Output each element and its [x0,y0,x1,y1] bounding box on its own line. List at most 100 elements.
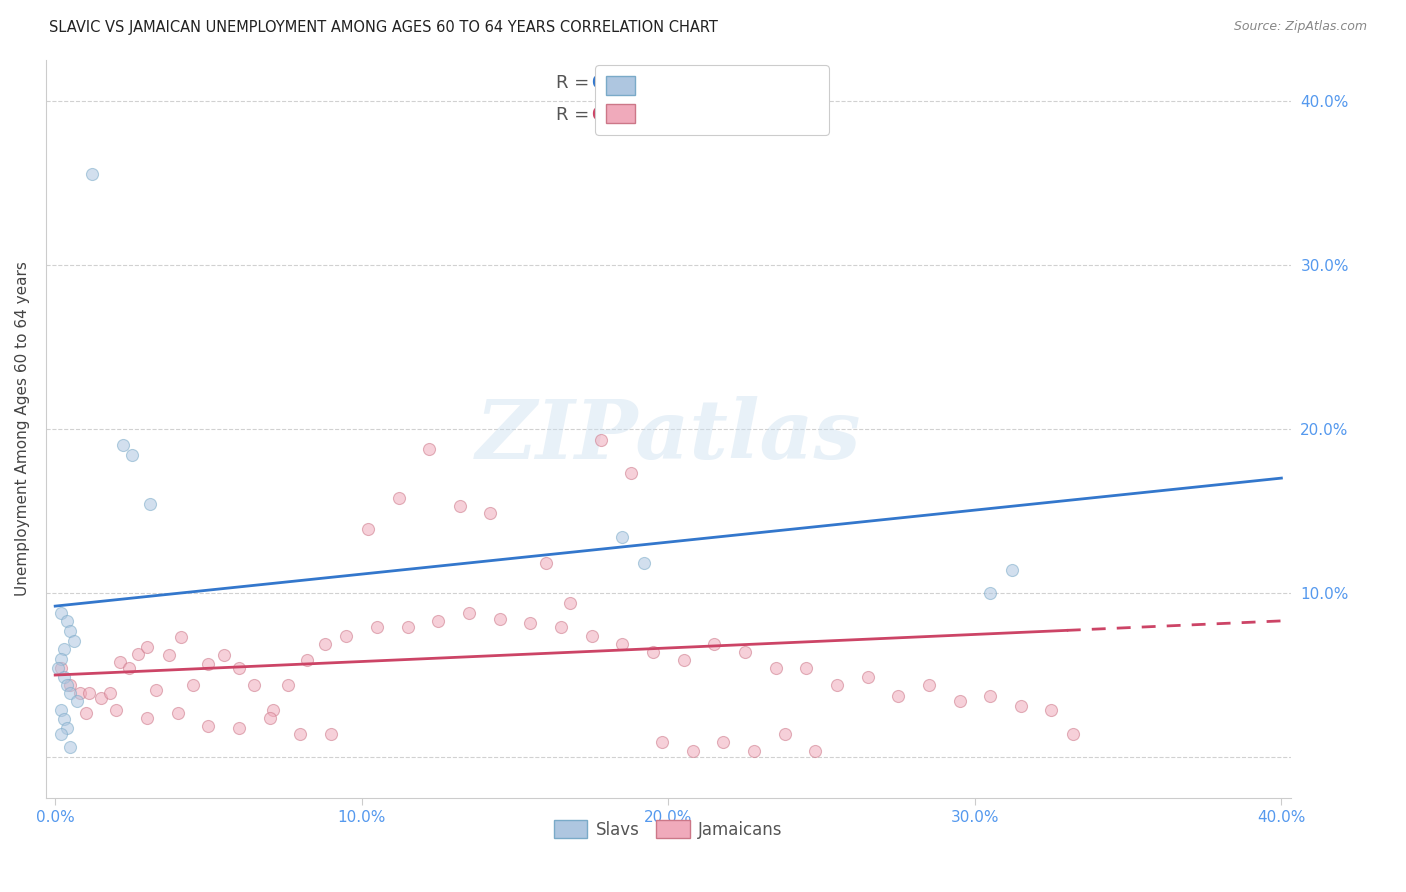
Point [59,624,82,638]
Point [145,682,167,697]
Point [108,655,131,669]
Point [197,719,219,733]
Point [1010,699,1032,714]
Text: 0.162: 0.162 [591,106,648,124]
Point [121,448,143,462]
Y-axis label: Unemployment Among Ages 60 to 64 years: Unemployment Among Ages 60 to 64 years [15,261,30,597]
Point [111,438,134,452]
Point [458,606,481,620]
Point [127,647,149,661]
Point [62,633,84,648]
Point [479,506,502,520]
Text: N =: N = [644,106,696,124]
Point [51,727,73,741]
Point [620,466,643,480]
Point [672,653,695,667]
Point [560,596,582,610]
Text: 71: 71 [688,106,713,124]
Point [979,690,1001,704]
Point [682,743,704,757]
Point [59,740,82,755]
Point [418,442,440,456]
Point [488,612,510,626]
Point [136,640,159,655]
Point [641,645,664,659]
Point [77,686,100,700]
Point [765,661,787,675]
Point [166,706,188,720]
Point [90,691,112,706]
Point [589,434,612,448]
Point [46,661,69,675]
Point [918,678,941,692]
Point [56,614,79,628]
Point [66,694,89,708]
Point [262,702,284,716]
Point [449,499,471,513]
Point [51,702,73,716]
Point [742,743,765,757]
Point [794,661,817,675]
Point [59,678,82,692]
Point [366,620,388,634]
Point [51,606,73,620]
Point [51,661,73,675]
Point [651,735,673,749]
Point [295,653,318,667]
Point [319,727,342,741]
Point [1062,727,1084,741]
Point [612,637,634,651]
Point [53,670,76,684]
Text: N =: N = [644,74,696,92]
Point [118,661,141,675]
Point [387,491,409,505]
Point [212,648,235,663]
Point [550,620,572,634]
Point [69,686,91,700]
Point [290,727,312,741]
Point [581,629,603,643]
Point [948,694,970,708]
Point [519,615,541,630]
Point [98,686,121,700]
Point [75,706,97,720]
Point [357,522,380,536]
Point [277,678,299,692]
Text: 0.142: 0.142 [591,74,648,92]
Point [80,168,103,182]
Point [335,629,357,643]
Point [228,721,250,735]
Point [1001,563,1024,577]
Point [534,557,557,571]
Point [259,711,281,725]
Point [887,690,910,704]
Text: ZIPatlas: ZIPatlas [475,396,860,476]
Point [56,721,79,735]
Point [773,727,796,741]
Point [197,657,219,671]
Point [139,497,162,511]
Legend: Slavs, Jamaicans: Slavs, Jamaicans [547,814,789,846]
Text: SLAVIC VS JAMAICAN UNEMPLOYMENT AMONG AGES 60 TO 64 YEARS CORRELATION CHART: SLAVIC VS JAMAICAN UNEMPLOYMENT AMONG AG… [49,20,718,35]
Point [427,614,450,628]
Text: R =: R = [557,74,595,92]
Point [825,678,848,692]
Point [612,530,634,544]
Point [979,586,1001,600]
Point [804,743,827,757]
Point [243,678,266,692]
Point [396,620,419,634]
Point [59,686,82,700]
Point [53,641,76,656]
Point [856,670,879,684]
Point [170,630,193,644]
Point [157,648,180,663]
Text: 24: 24 [688,74,713,92]
Point [1040,702,1063,716]
Text: Source: ZipAtlas.com: Source: ZipAtlas.com [1233,20,1367,33]
Point [181,678,204,692]
Point [51,651,73,665]
Text: R =: R = [557,106,595,124]
Point [56,678,79,692]
Point [633,557,655,571]
